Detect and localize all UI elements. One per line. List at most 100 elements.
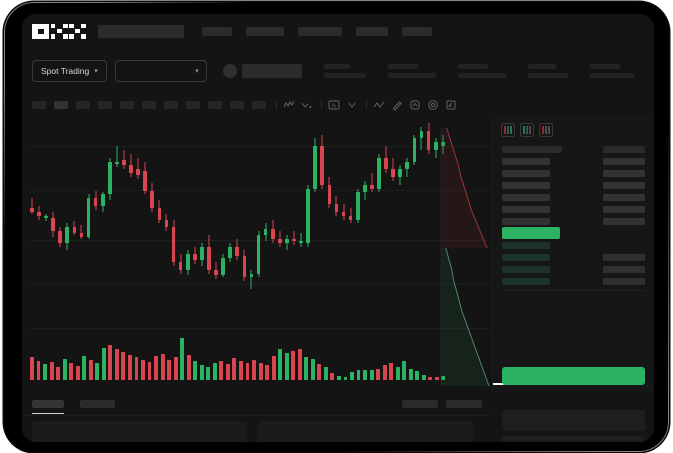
timeframe-button-6[interactable] bbox=[164, 101, 178, 109]
nav-item-3[interactable] bbox=[356, 26, 389, 36]
volume-bar bbox=[232, 358, 237, 380]
volume-bar bbox=[291, 351, 296, 380]
volume-bar bbox=[199, 365, 204, 380]
timeframe-button-2[interactable] bbox=[76, 101, 90, 109]
orders-action-1[interactable] bbox=[446, 400, 482, 408]
trading-mode-label: Spot Trading bbox=[41, 66, 90, 76]
candle bbox=[207, 120, 211, 292]
orders-tab-0[interactable] bbox=[32, 400, 64, 415]
order-book-row[interactable] bbox=[502, 168, 645, 178]
volume-bar bbox=[43, 364, 47, 380]
order-form-fields bbox=[493, 405, 654, 442]
order-book-row[interactable] bbox=[502, 156, 645, 166]
nav-item-0[interactable] bbox=[202, 26, 233, 36]
orders-tabs bbox=[22, 392, 492, 415]
asks-only-icon[interactable] bbox=[539, 123, 553, 137]
chevron-down-icon: ▾ bbox=[195, 68, 199, 75]
order-amount bbox=[603, 181, 645, 189]
candle bbox=[277, 120, 282, 292]
magnet-icon[interactable] bbox=[409, 99, 421, 111]
volume-bar bbox=[265, 365, 270, 380]
timeframe-button-3[interactable] bbox=[98, 101, 112, 109]
pair-name[interactable] bbox=[241, 64, 302, 78]
nav-item-2[interactable] bbox=[298, 26, 343, 36]
orders-tab-1[interactable] bbox=[80, 400, 115, 415]
order-card-1[interactable] bbox=[258, 421, 473, 442]
candle bbox=[341, 120, 346, 292]
nav-menu bbox=[202, 26, 433, 36]
tab-buy[interactable] bbox=[493, 383, 574, 405]
okx-logo-icon[interactable] bbox=[32, 23, 87, 39]
timeframe-group bbox=[32, 101, 274, 109]
toolbar-divider bbox=[366, 100, 367, 110]
volume-histogram bbox=[30, 338, 448, 380]
orders-action-0[interactable] bbox=[402, 400, 438, 408]
bids-only-icon[interactable] bbox=[520, 123, 534, 137]
order-book-row[interactable] bbox=[502, 204, 645, 214]
pair-select-dropdown[interactable]: ▾ bbox=[114, 60, 207, 82]
timeframe-button-8[interactable] bbox=[208, 101, 222, 109]
timeframe-button-7[interactable] bbox=[186, 101, 200, 109]
timeframe-button-1[interactable] bbox=[54, 101, 68, 109]
order-field-0[interactable] bbox=[502, 410, 645, 431]
order-book-divider bbox=[502, 290, 645, 291]
order-book-row[interactable] bbox=[502, 192, 645, 202]
line-tool-icon[interactable] bbox=[373, 99, 385, 111]
trading-mode-dropdown[interactable]: Spot Trading ▾ bbox=[32, 60, 107, 82]
price-chart-panel[interactable] bbox=[22, 116, 492, 392]
timeframe-button-0[interactable] bbox=[32, 101, 46, 109]
order-card-0[interactable] bbox=[32, 421, 247, 442]
timeframe-button-9[interactable] bbox=[230, 101, 244, 109]
candle bbox=[263, 120, 268, 292]
order-amount bbox=[603, 217, 645, 225]
candle bbox=[426, 120, 431, 292]
main-content bbox=[22, 116, 654, 442]
orders-tab-label bbox=[80, 400, 115, 408]
volume-bar bbox=[336, 375, 341, 380]
order-amount bbox=[603, 169, 645, 177]
volume-bar bbox=[154, 356, 158, 380]
volume-bar bbox=[62, 359, 67, 380]
volume-bar bbox=[239, 360, 243, 380]
order-book-row[interactable] bbox=[502, 276, 645, 286]
search-input[interactable] bbox=[98, 24, 185, 38]
both-sides-icon[interactable] bbox=[501, 123, 515, 137]
nav-item-4[interactable] bbox=[402, 26, 433, 36]
order-book-row[interactable] bbox=[502, 216, 645, 226]
candle bbox=[242, 120, 247, 292]
candle bbox=[100, 120, 105, 292]
chart-toolbar: fx bbox=[22, 94, 654, 116]
volume-bar bbox=[258, 362, 263, 380]
target-icon[interactable] bbox=[427, 99, 439, 111]
timeframe-button-4[interactable] bbox=[120, 101, 134, 109]
settings-icon[interactable]: fx bbox=[328, 99, 340, 111]
top-navigation-bar bbox=[22, 14, 654, 48]
order-book-row[interactable] bbox=[502, 264, 645, 274]
indicators-icon[interactable] bbox=[283, 99, 295, 111]
market-stats bbox=[302, 64, 634, 78]
timeframe-button-5[interactable] bbox=[142, 101, 156, 109]
volume-bar bbox=[134, 357, 139, 380]
order-price bbox=[502, 205, 550, 213]
tab-sell[interactable] bbox=[574, 383, 655, 405]
market-toolbar: Spot Trading ▾ ▾ bbox=[22, 48, 654, 94]
candle bbox=[391, 120, 395, 292]
volume-bar bbox=[310, 359, 315, 380]
nav-item-1[interactable] bbox=[246, 26, 285, 36]
order-book-row[interactable] bbox=[502, 180, 645, 190]
chart-type-icon[interactable] bbox=[346, 99, 358, 111]
order-field-1[interactable] bbox=[502, 436, 645, 442]
volume-bar bbox=[363, 369, 367, 380]
order-price bbox=[502, 241, 550, 249]
volume-bar bbox=[395, 366, 400, 380]
pencil-icon[interactable] bbox=[391, 99, 403, 111]
order-book-row[interactable] bbox=[502, 240, 645, 250]
fullscreen-icon[interactable] bbox=[445, 99, 457, 111]
submit-order-button[interactable] bbox=[502, 367, 645, 385]
order-book-row[interactable] bbox=[502, 252, 645, 262]
candle bbox=[129, 120, 133, 292]
volume-bar bbox=[408, 368, 413, 380]
compare-icon[interactable] bbox=[301, 99, 313, 111]
timeframe-button-10[interactable] bbox=[252, 101, 266, 109]
stat-label bbox=[527, 64, 556, 69]
